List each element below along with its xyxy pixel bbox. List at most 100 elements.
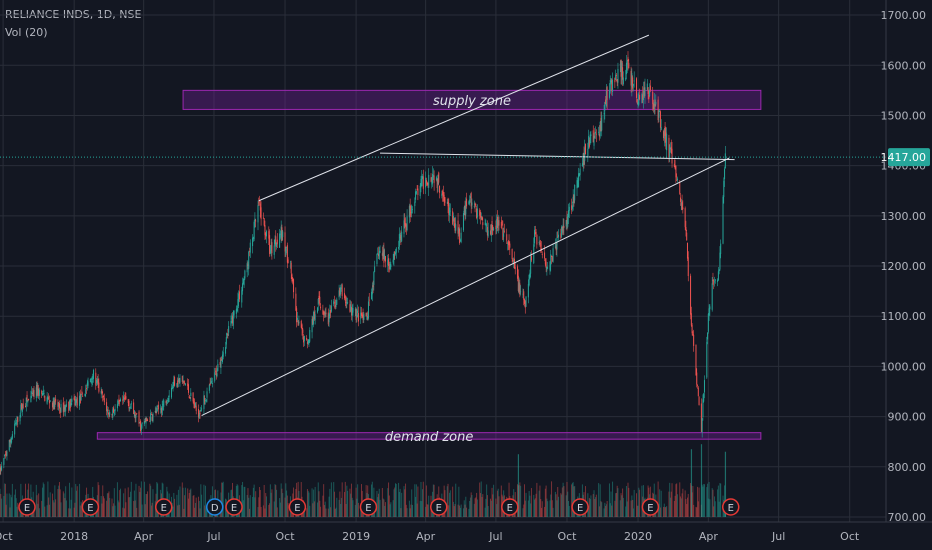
volume-bar	[713, 506, 715, 517]
candle-body	[58, 405, 60, 407]
marker-circle	[721, 498, 740, 516]
volume-bar	[172, 506, 174, 517]
candle-body	[11, 434, 13, 439]
candle-body	[480, 217, 482, 220]
candle-body	[535, 231, 537, 235]
earnings-marker[interactable]: E	[430, 498, 448, 516]
volume-bar	[538, 490, 540, 517]
candle-body	[166, 402, 168, 404]
candle-body	[399, 237, 401, 238]
volume-bar	[279, 502, 281, 517]
volume-bar	[449, 492, 451, 517]
candle-body	[479, 211, 481, 218]
earnings-marker[interactable]: E	[359, 498, 378, 516]
volume-bar	[427, 504, 429, 517]
candle-body	[35, 387, 37, 399]
volume-bar	[275, 485, 277, 517]
volume-bar	[561, 487, 563, 517]
dividend-marker[interactable]: D	[205, 498, 224, 516]
candle-body	[401, 231, 403, 242]
volume-bar	[355, 487, 357, 517]
earnings-marker[interactable]: E	[225, 498, 243, 516]
earnings-marker[interactable]: E	[721, 498, 740, 516]
volume-bar	[589, 498, 591, 517]
volume-indicator-label[interactable]: Vol (20)	[5, 26, 48, 39]
candle-body	[665, 132, 667, 147]
candle-body	[5, 454, 7, 456]
candle-body	[610, 80, 612, 83]
volume-bar	[14, 489, 16, 517]
candle-body	[286, 246, 288, 248]
candle-body	[631, 73, 633, 88]
candle-body	[498, 220, 500, 226]
earnings-marker[interactable]: E	[571, 498, 589, 516]
volume-bar	[323, 505, 325, 517]
volume-bar	[333, 491, 335, 517]
candle-body	[162, 404, 164, 406]
candle-body	[695, 344, 697, 376]
candle-body	[453, 218, 455, 223]
volume-bar	[351, 497, 353, 517]
volume-bar	[255, 491, 257, 517]
earnings-marker[interactable]: E	[18, 498, 36, 516]
candle-body	[179, 377, 181, 383]
time-tick-label: Jul	[206, 530, 220, 543]
earnings-marker[interactable]: E	[501, 498, 519, 516]
candle-body	[15, 421, 17, 425]
earnings-marker[interactable]: E	[155, 498, 173, 516]
volume-bar	[177, 489, 179, 517]
marker-label: E	[647, 503, 653, 514]
candle-body	[490, 230, 492, 235]
candle-body	[295, 293, 297, 311]
candle-body	[37, 388, 39, 396]
candle-body	[160, 408, 162, 410]
marker-circle	[571, 498, 589, 516]
volume-bar	[627, 482, 629, 517]
candle-body	[525, 296, 527, 307]
marker-circle	[501, 498, 519, 516]
volume-bar	[657, 481, 659, 517]
candle-body	[507, 241, 509, 244]
marker-label: E	[161, 503, 167, 514]
earnings-marker[interactable]: E	[81, 498, 100, 516]
candle-body	[439, 185, 441, 193]
volume-bar	[360, 505, 362, 517]
candle-body	[588, 140, 590, 147]
candle-body	[190, 392, 192, 397]
candle-body	[200, 410, 202, 412]
earnings-marker[interactable]: E	[641, 498, 660, 516]
volume-bar	[10, 494, 12, 517]
candle-body	[265, 234, 267, 237]
candle-body	[637, 101, 639, 105]
volume-bar	[707, 498, 709, 517]
candle-body	[576, 180, 578, 189]
candle-body	[486, 227, 488, 236]
candle-body	[609, 80, 611, 92]
volume-bar	[557, 486, 559, 517]
volume-bar	[466, 507, 468, 517]
earnings-marker[interactable]: E	[288, 498, 307, 516]
volume-bar	[476, 492, 478, 517]
grid	[0, 0, 886, 522]
candle-body	[422, 176, 424, 189]
candle-body	[568, 206, 570, 211]
volume-bar	[541, 501, 543, 517]
volume-bar	[460, 504, 462, 517]
candle-body	[612, 79, 614, 92]
candle-body	[405, 223, 407, 227]
price-tick-label: 1700.00	[881, 9, 927, 22]
volume-bar	[476, 499, 478, 517]
candle-body	[680, 197, 682, 202]
volume-bar	[241, 485, 243, 517]
volume-bar	[703, 484, 705, 517]
volume-bar	[139, 491, 141, 517]
time-tick-label: Oct	[276, 530, 296, 543]
volume-bar	[448, 505, 450, 517]
candle-body	[700, 403, 702, 432]
volume-bar	[669, 482, 671, 517]
candle-body	[455, 224, 457, 231]
candle-body	[691, 324, 693, 334]
candle-body	[676, 178, 678, 181]
candle-body	[6, 451, 8, 456]
